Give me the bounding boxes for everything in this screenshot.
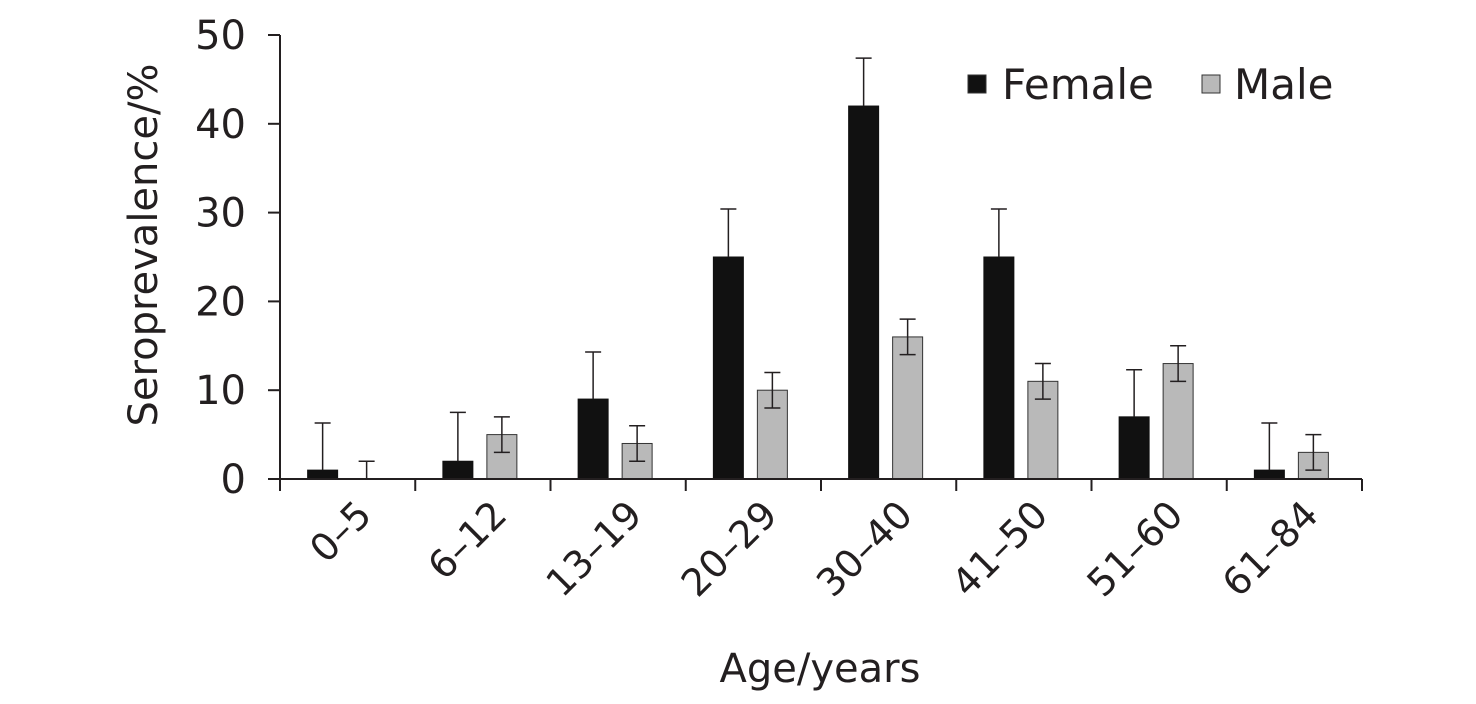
- legend-swatch-male: [1201, 74, 1221, 94]
- legend-label-male: Male: [1234, 60, 1333, 109]
- x-tick-label: 41–50: [943, 492, 1056, 605]
- x-tick-label: 6–12: [419, 492, 515, 588]
- x-axis-title: Age/years: [720, 646, 921, 692]
- bar-female: [577, 398, 609, 480]
- y-tick-label: 40: [195, 102, 246, 148]
- bar-male: [1162, 363, 1194, 480]
- bar-female: [848, 105, 880, 480]
- bar-female: [1253, 469, 1285, 480]
- x-tick-label: 51–60: [1079, 492, 1192, 605]
- x-tick-label: 61–84: [1214, 492, 1327, 605]
- x-axis: 0–5 6–12 13–19 20–29 30–40 41–50 51–60 61–84: [279, 478, 1363, 605]
- legend-label-female: Female: [1002, 60, 1154, 109]
- x-tick-label: 13–19: [538, 492, 651, 605]
- y-tick-label: 20: [195, 279, 246, 325]
- x-tick-label: 30–40: [808, 492, 921, 605]
- bar-female: [307, 469, 339, 480]
- y-tick-label: 0: [221, 457, 246, 503]
- legend-swatch-female: [967, 74, 987, 94]
- bar-female: [442, 460, 474, 480]
- y-axis: 0 10 20 30 40 50: [195, 13, 281, 503]
- x-tick-label: 0–5: [301, 492, 380, 571]
- plot-area: [307, 57, 1329, 480]
- bar-male: [892, 336, 924, 480]
- bar-female: [712, 256, 744, 480]
- legend: Female Male: [967, 60, 1333, 109]
- bar-female: [983, 256, 1015, 480]
- bar-female: [1118, 416, 1150, 480]
- y-axis-title: Seroprevalence/%: [121, 64, 167, 427]
- y-tick-label: 50: [195, 13, 246, 59]
- x-tick-label: 20–29: [673, 492, 786, 605]
- y-tick-label: 30: [195, 191, 246, 237]
- y-tick-label: 10: [195, 368, 246, 414]
